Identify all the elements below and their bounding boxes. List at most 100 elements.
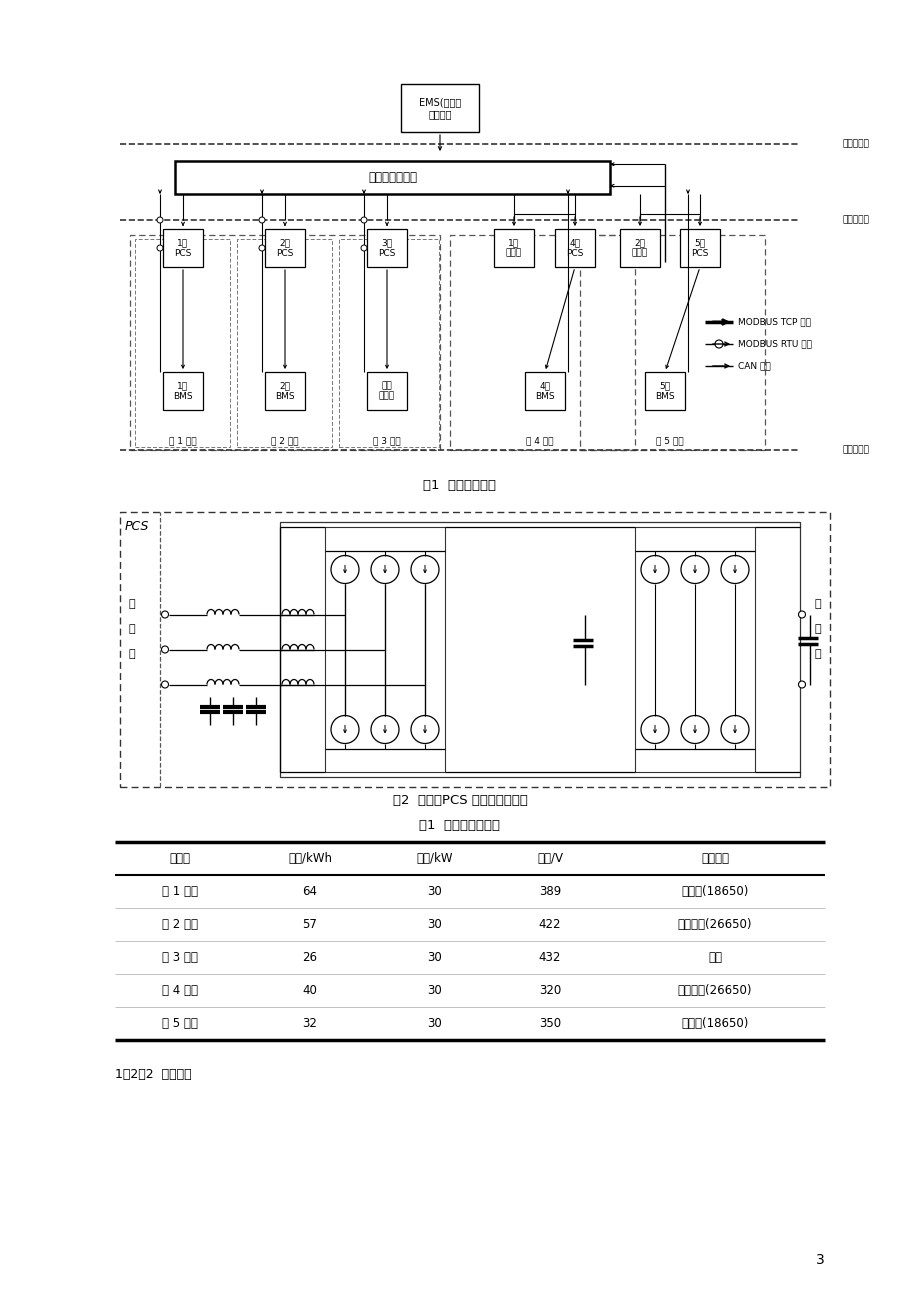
Text: CAN 总线: CAN 总线 bbox=[737, 362, 770, 371]
Bar bbox=[338, 240, 438, 447]
Circle shape bbox=[411, 716, 438, 743]
Text: 26: 26 bbox=[302, 950, 317, 963]
Bar bbox=[324, 527, 445, 772]
Bar bbox=[494, 229, 533, 267]
Text: 电压/V: 电压/V bbox=[537, 852, 562, 865]
Text: 图2  各回路PCS 主电路拓扑结构: 图2 各回路PCS 主电路拓扑结构 bbox=[392, 794, 527, 807]
Text: 432: 432 bbox=[539, 950, 561, 963]
Text: 1号
PCS: 1号 PCS bbox=[174, 238, 191, 258]
Bar bbox=[279, 522, 800, 777]
Bar bbox=[367, 229, 406, 267]
Bar bbox=[265, 229, 305, 267]
Circle shape bbox=[641, 716, 668, 743]
Text: 2号
PCS: 2号 PCS bbox=[276, 238, 293, 258]
Circle shape bbox=[370, 716, 399, 743]
Text: 5号
PCS: 5号 PCS bbox=[690, 238, 708, 258]
Text: 图1  系统网络拓扑: 图1 系统网络拓扑 bbox=[423, 479, 496, 492]
Text: 3号
PCS: 3号 PCS bbox=[378, 238, 395, 258]
Text: 32: 32 bbox=[302, 1017, 317, 1030]
Bar bbox=[135, 240, 230, 447]
Text: 64: 64 bbox=[302, 885, 317, 898]
Bar bbox=[679, 229, 720, 267]
Text: 侧: 侧 bbox=[814, 650, 821, 660]
Circle shape bbox=[641, 556, 668, 583]
Text: 2号
桥接器: 2号 桥接器 bbox=[631, 238, 647, 258]
Text: PCS: PCS bbox=[125, 519, 149, 533]
Circle shape bbox=[162, 611, 168, 618]
Bar bbox=[130, 234, 439, 450]
Text: 数据控制层: 数据控制层 bbox=[842, 216, 869, 224]
Text: 表1  各回路电池配置: 表1 各回路电池配置 bbox=[419, 819, 500, 832]
Text: 第 5 回路: 第 5 回路 bbox=[162, 1017, 198, 1030]
Text: 第 3 回路: 第 3 回路 bbox=[162, 950, 198, 963]
Text: 电芯类型: 电芯类型 bbox=[700, 852, 728, 865]
Bar bbox=[449, 234, 634, 450]
Text: 30: 30 bbox=[427, 918, 442, 931]
Text: 4号
PCS: 4号 PCS bbox=[566, 238, 583, 258]
Text: 30: 30 bbox=[427, 950, 442, 963]
Text: 功率/kW: 功率/kW bbox=[416, 852, 453, 865]
Text: 57: 57 bbox=[302, 918, 317, 931]
Bar bbox=[119, 512, 829, 786]
Circle shape bbox=[798, 681, 805, 687]
Text: 40: 40 bbox=[302, 984, 317, 997]
Text: 30: 30 bbox=[427, 1017, 442, 1030]
Bar bbox=[401, 85, 479, 132]
Text: 第 1 回路: 第 1 回路 bbox=[162, 885, 198, 898]
Text: 第 4 回路: 第 4 回路 bbox=[526, 436, 553, 445]
Text: 5号
BMS: 5号 BMS bbox=[654, 381, 674, 401]
Bar bbox=[367, 372, 406, 410]
Text: 422: 422 bbox=[539, 918, 561, 931]
Circle shape bbox=[360, 217, 367, 223]
Circle shape bbox=[798, 611, 805, 618]
Text: 异构兼容控制器: 异构兼容控制器 bbox=[368, 171, 416, 184]
Circle shape bbox=[680, 716, 709, 743]
Text: 4号
BMS: 4号 BMS bbox=[535, 381, 554, 401]
Text: 30: 30 bbox=[427, 885, 442, 898]
Text: 第 2 回路: 第 2 回路 bbox=[162, 918, 198, 931]
Text: 流: 流 bbox=[129, 625, 135, 634]
Text: 3: 3 bbox=[815, 1253, 823, 1267]
Circle shape bbox=[259, 245, 265, 251]
Bar bbox=[619, 229, 659, 267]
Text: 第 3 回路: 第 3 回路 bbox=[373, 436, 401, 445]
Text: 交: 交 bbox=[129, 599, 135, 609]
Text: 电池
巡检仪: 电池 巡检仪 bbox=[379, 381, 394, 401]
Text: 回路号: 回路号 bbox=[169, 852, 190, 865]
Text: 流: 流 bbox=[814, 625, 821, 634]
Bar bbox=[265, 372, 305, 410]
Bar bbox=[579, 234, 765, 450]
Text: 1号
桥接器: 1号 桥接器 bbox=[505, 238, 521, 258]
Text: 磷酸铁锂(26650): 磷酸铁锂(26650) bbox=[677, 984, 752, 997]
Bar bbox=[554, 229, 595, 267]
Circle shape bbox=[157, 217, 163, 223]
Bar bbox=[163, 229, 203, 267]
Text: 1号
BMS: 1号 BMS bbox=[173, 381, 193, 401]
Bar bbox=[644, 372, 685, 410]
Circle shape bbox=[360, 245, 367, 251]
Circle shape bbox=[411, 556, 438, 583]
Text: 389: 389 bbox=[539, 885, 561, 898]
Text: MODBUS RTU 总线: MODBUS RTU 总线 bbox=[737, 340, 811, 349]
Circle shape bbox=[157, 245, 163, 251]
Text: 容量/kWh: 容量/kWh bbox=[288, 852, 332, 865]
Text: 数据监控层: 数据监控层 bbox=[842, 139, 869, 148]
Circle shape bbox=[720, 716, 748, 743]
Text: 直: 直 bbox=[814, 599, 821, 609]
Text: 2号
BMS: 2号 BMS bbox=[275, 381, 294, 401]
Text: 350: 350 bbox=[539, 1017, 561, 1030]
Circle shape bbox=[720, 556, 748, 583]
Bar bbox=[175, 161, 609, 194]
Bar bbox=[237, 240, 332, 447]
Text: 侧: 侧 bbox=[129, 650, 135, 660]
Circle shape bbox=[370, 556, 399, 583]
Text: 1．2．2  电池选型: 1．2．2 电池选型 bbox=[115, 1068, 191, 1081]
Text: 磷酸铁锂(26650): 磷酸铁锂(26650) bbox=[677, 918, 752, 931]
Bar bbox=[163, 372, 203, 410]
Text: 三元锂(18650): 三元锂(18650) bbox=[681, 1017, 748, 1030]
Text: MODBUS TCP 总线: MODBUS TCP 总线 bbox=[737, 318, 811, 327]
Circle shape bbox=[714, 340, 722, 348]
Text: 第 2 回路: 第 2 回路 bbox=[271, 436, 299, 445]
Circle shape bbox=[259, 217, 265, 223]
Text: 第 5 回路: 第 5 回路 bbox=[655, 436, 683, 445]
